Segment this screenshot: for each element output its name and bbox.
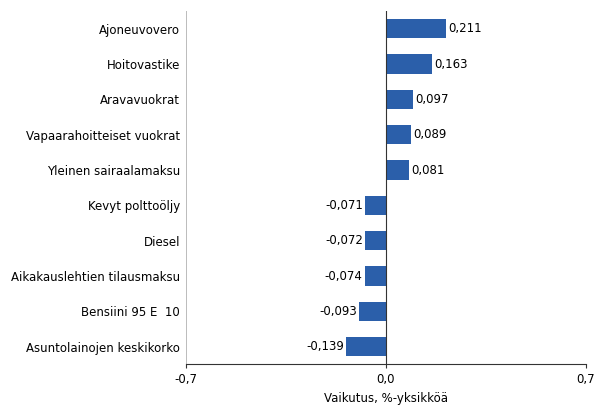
Text: -0,074: -0,074	[325, 270, 362, 282]
Bar	[365, 231, 385, 250]
Text: -0,093: -0,093	[319, 305, 357, 318]
Text: 0,211: 0,211	[448, 22, 482, 35]
Text: 0,097: 0,097	[415, 93, 449, 106]
Bar	[365, 196, 385, 215]
Text: -0,072: -0,072	[325, 234, 363, 247]
Text: 0,081: 0,081	[411, 163, 444, 176]
Text: 0,089: 0,089	[413, 128, 447, 141]
Bar	[385, 125, 411, 144]
Text: -0,139: -0,139	[306, 340, 344, 353]
Bar	[385, 19, 446, 39]
Bar	[365, 266, 385, 286]
Bar	[346, 337, 385, 357]
Text: 0,163: 0,163	[435, 57, 468, 71]
Text: -0,071: -0,071	[325, 199, 364, 212]
Bar	[385, 160, 409, 180]
Bar	[385, 90, 413, 109]
X-axis label: Vaikutus, %-yksikköä: Vaikutus, %-yksikköä	[324, 392, 448, 405]
Bar	[385, 54, 432, 74]
Bar	[359, 302, 385, 321]
